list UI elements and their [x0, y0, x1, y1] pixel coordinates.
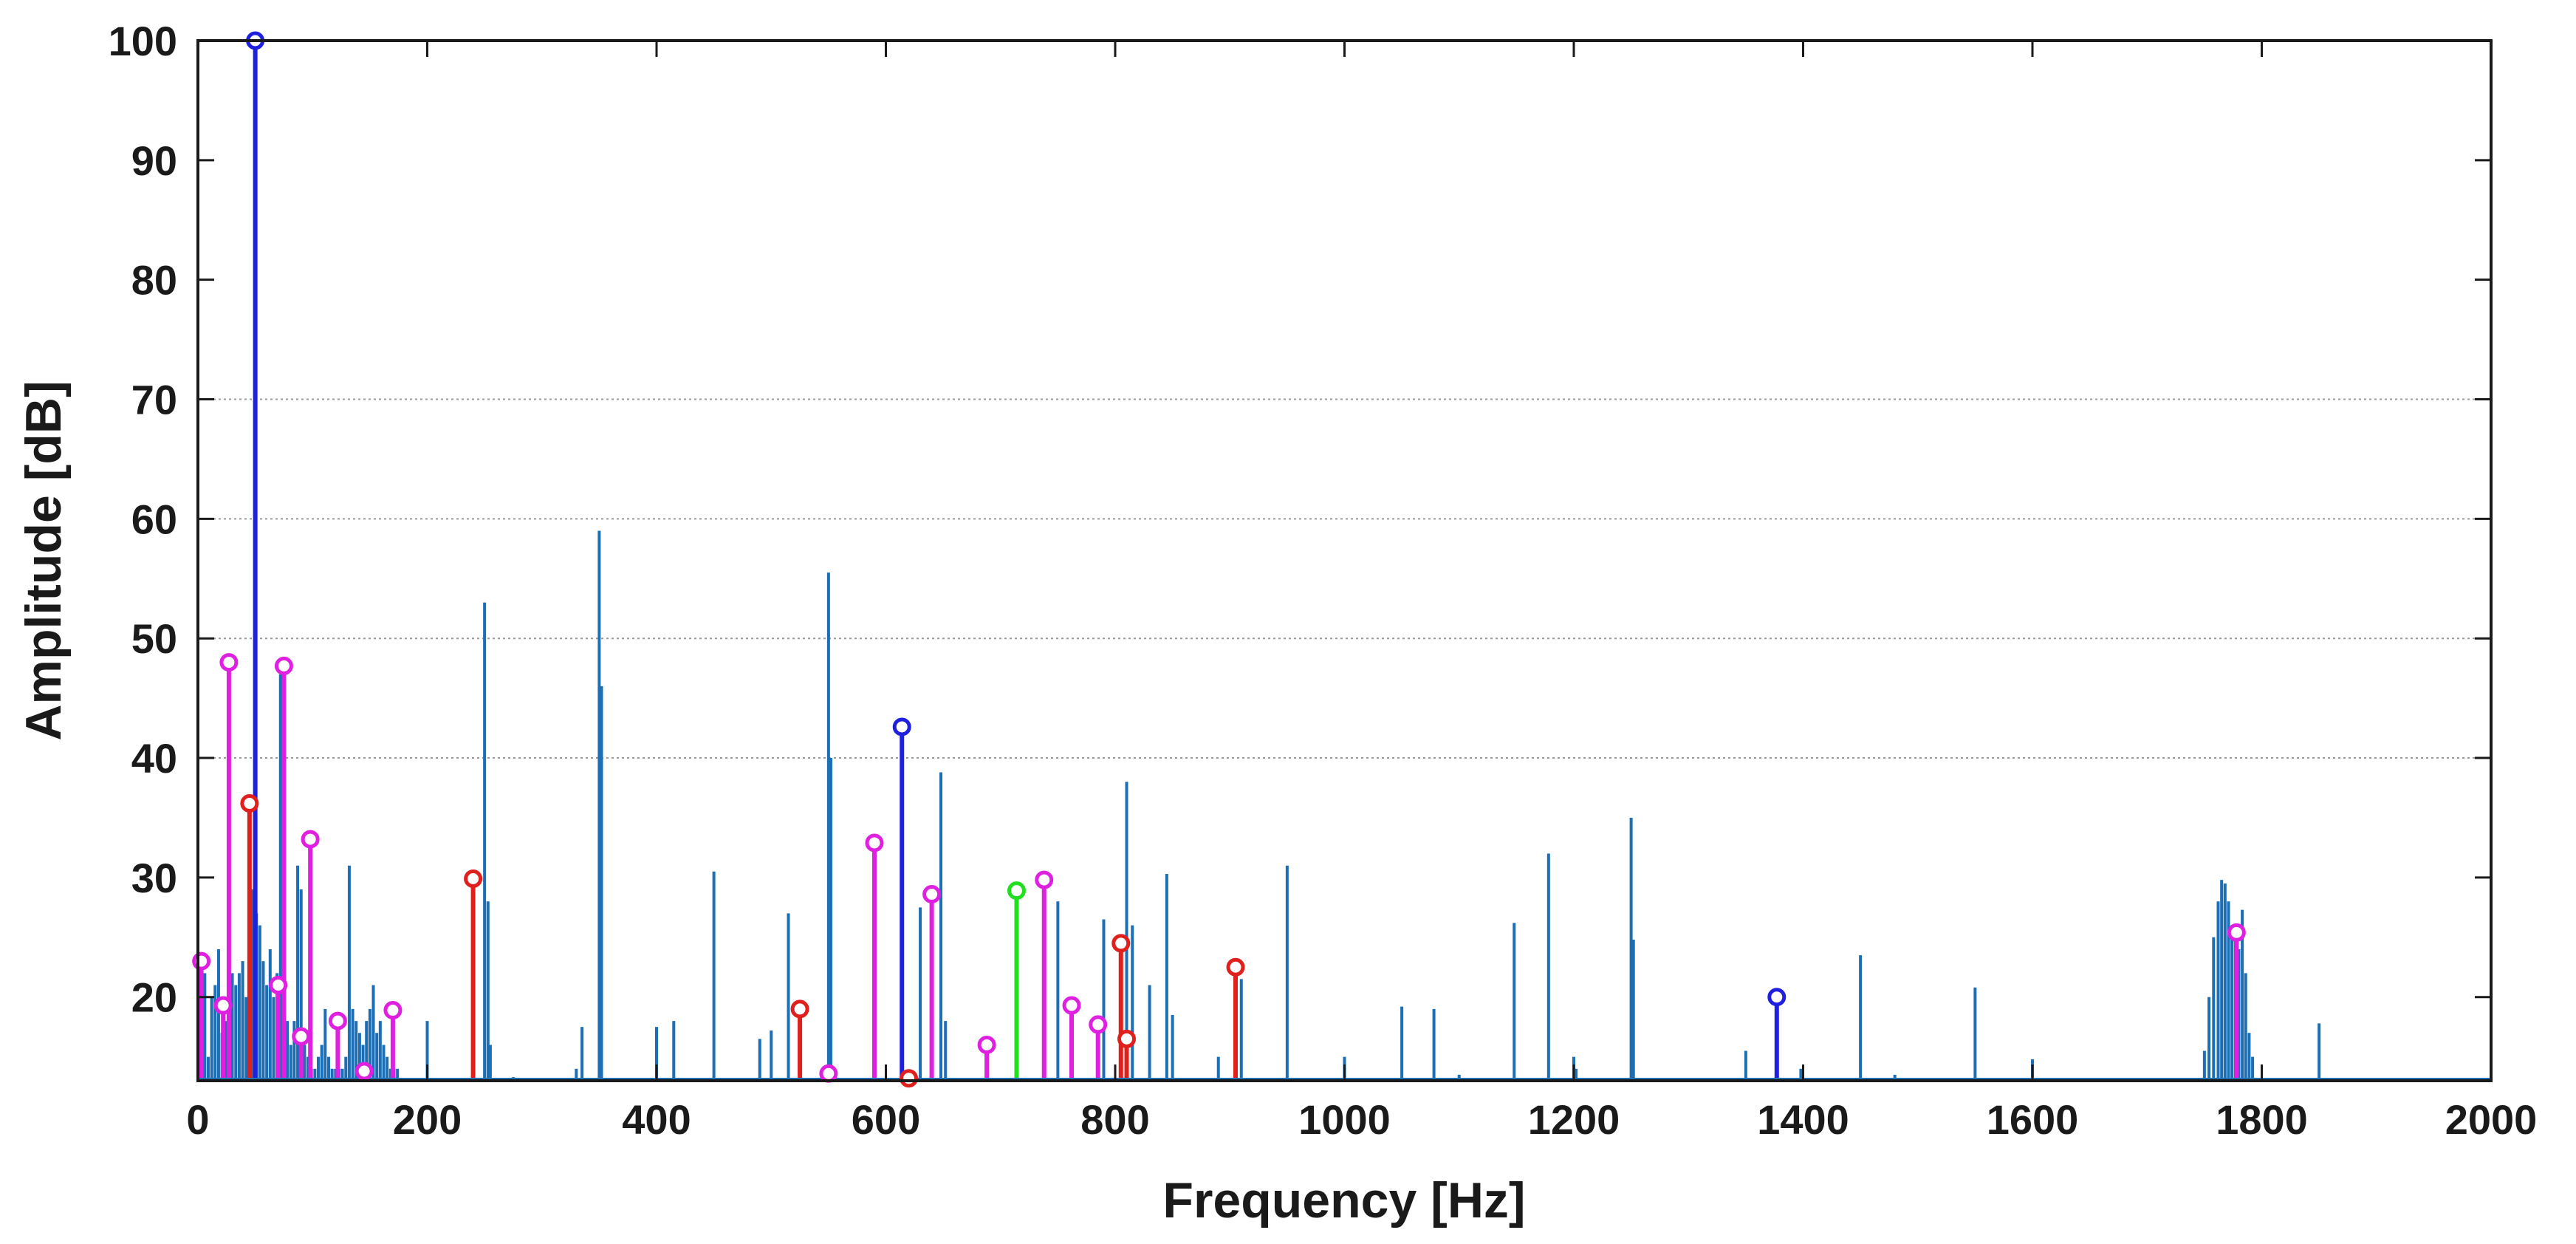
y-tick-label: 60: [131, 496, 177, 542]
stem-marker: [192, 951, 211, 971]
stem-series: [196, 41, 2491, 1081]
stem-marker: [1035, 870, 1054, 889]
x-tick-label: 1400: [1757, 1096, 1849, 1143]
stem-marker: [292, 1027, 311, 1046]
y-axis-title: Amplitude [dB]: [16, 380, 72, 740]
y-tick-label: 100: [109, 18, 177, 64]
y-tick-label: 40: [131, 735, 177, 782]
stem-marker: [219, 653, 239, 672]
stem-marker: [274, 656, 293, 675]
stem-marker: [1226, 957, 1245, 977]
x-axis-title: Frequency [Hz]: [1162, 1172, 1525, 1228]
stem-marker: [819, 1064, 838, 1083]
y-tick-label: 70: [131, 377, 177, 423]
stem-marker: [1007, 881, 1026, 900]
stem-marker: [892, 717, 911, 737]
stem-marker: [383, 1001, 402, 1020]
stem-marker: [1767, 988, 1787, 1007]
marker-series: [192, 31, 2246, 1088]
stem-marker: [354, 1062, 374, 1081]
stem-marker: [900, 1069, 919, 1088]
stem-marker: [977, 1035, 996, 1054]
stem-marker: [213, 996, 233, 1015]
stem-marker: [1062, 996, 1081, 1015]
x-tick-label: 1200: [1528, 1096, 1620, 1143]
y-tick-label: 80: [131, 257, 177, 304]
plot-background: [198, 41, 2491, 1081]
stem-marker: [922, 885, 942, 904]
x-tick-label: 400: [622, 1096, 691, 1143]
axis-ticks: 0 200 400 600 800 1000 1200 1400 1600 1800 2000 20 3…: [109, 18, 2538, 1143]
stem-marker: [240, 794, 259, 813]
stem-marker: [301, 830, 320, 849]
stem-marker: [1111, 934, 1131, 953]
x-tick-label: 600: [852, 1096, 920, 1143]
x-tick-label: 200: [393, 1096, 462, 1143]
y-tick-label: 20: [131, 974, 177, 1021]
y-tick-label: 50: [131, 615, 177, 662]
stem-marker: [1117, 1029, 1137, 1048]
y-tick-label: 30: [131, 855, 177, 901]
y-tick-label: 90: [131, 137, 177, 184]
stem-marker: [2227, 923, 2246, 942]
stem-marker: [790, 999, 809, 1019]
stem-marker: [328, 1011, 347, 1031]
x-tick-label: 1000: [1298, 1096, 1391, 1143]
x-tick-label: 800: [1080, 1096, 1149, 1143]
stem-marker: [865, 833, 884, 852]
stem-marker: [1089, 1015, 1108, 1034]
x-tick-label: 0: [186, 1096, 209, 1143]
stem-marker: [269, 976, 288, 995]
x-tick-label: 1800: [2216, 1096, 2308, 1143]
x-tick-label: 1600: [1987, 1096, 2079, 1143]
x-tick-label: 2000: [2445, 1096, 2538, 1143]
stem-marker: [464, 869, 483, 888]
